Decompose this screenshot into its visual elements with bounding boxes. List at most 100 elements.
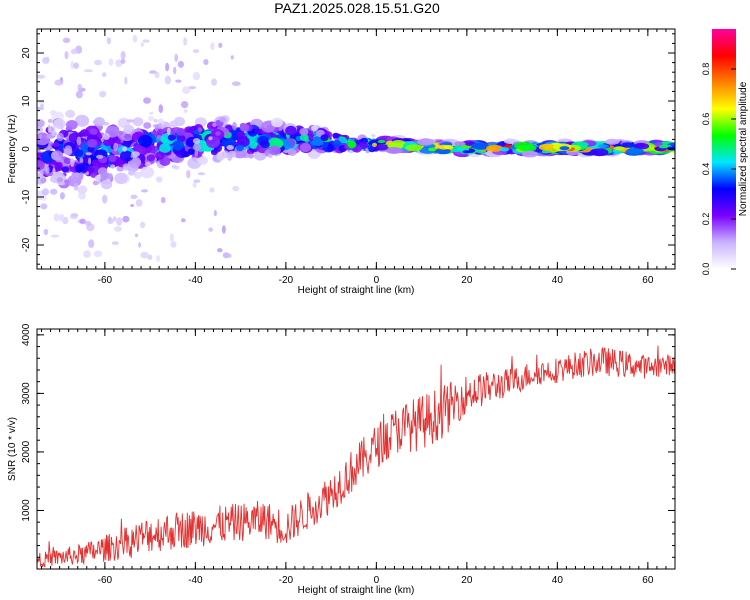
spectrogram-cell [192,138,201,144]
spectrogram-cell [74,164,85,173]
spectrogram-cell [108,58,114,66]
spectrogram-cell [417,138,435,146]
spectrogram-cell [172,140,184,151]
spectrogram-cell [40,203,48,210]
spectrogram-cell [144,161,151,167]
spectrogram-cell [192,143,202,152]
spectrogram-cell [124,76,128,85]
spectrogram-cell [222,225,226,234]
spectrogram-x-axis-label: Height of straight line (km) [298,285,415,296]
spectrogram-cell [63,157,72,164]
spectrogram-cell [37,160,45,171]
spectrogram-cell [254,128,262,134]
spectrogram-cell [50,110,56,115]
spectrogram-cell [130,154,138,158]
spectrogram-cell [39,170,44,177]
spectrogram-cell [174,53,178,63]
spectrogram-cell [194,149,199,157]
spectrogram-cell [122,163,131,170]
spectrogram-cell [666,146,675,151]
spectrogram-cell [499,147,510,152]
spectrogram-cell [435,147,451,155]
spectrogram-cell [405,144,423,152]
spectrogram-cell [208,136,213,141]
spectrogram-cell [192,182,197,189]
spectrogram-cell [156,255,160,262]
spectrogram-cell [113,142,119,152]
spectrogram-cell [56,132,64,142]
spectrogram-cell [197,172,206,176]
colorbar-tick-label: 0.8 [701,63,711,76]
spectrogram-cell [94,175,102,181]
spectrogram-cell [221,150,230,159]
spectrogram-cell [77,185,88,194]
spectrogram-cell [64,145,73,155]
snr-line [37,345,675,568]
spectrogram-cell [182,86,191,95]
spectrogram-cell [192,72,201,81]
spectrogram-cell [99,90,107,98]
spectrogram-cell [87,139,98,148]
spectrogram-cell [521,150,539,158]
spectrogram-cell [111,241,119,246]
spectrogram-cells [37,34,675,262]
spectrogram-cell [50,234,60,238]
spectrogram-cell [130,194,138,199]
spectrogram-cell [538,143,556,151]
spectrogram-cell [299,134,309,142]
spectrogram-cell [119,150,134,162]
spectrogram-cell [147,254,153,261]
spectrogram-cell [177,60,184,68]
spectrogram-cell [102,194,108,204]
spectrogram-cell [236,131,245,138]
snr-y-tick-label: 2000 [21,440,32,463]
spectrogram-cell [83,250,91,258]
spectrogram-cell [233,147,247,159]
spectrogram-cell [158,104,164,114]
spectrogram-cell [471,142,490,150]
spectrogram-cell [271,117,283,128]
spectrogram-cell [193,130,199,135]
spectrogram-cell [371,133,376,138]
spectrogram-cell [126,119,135,123]
spectrogram-cell [559,146,570,151]
spectrogram-cell [368,140,373,145]
spectrogram-cell [377,139,386,144]
spectrogram-cell [239,123,250,132]
spectrogram-cell [173,66,177,75]
snr-y-tick-label: 1000 [21,499,32,522]
spectrogram-cell [213,209,217,217]
spectrogram-cell [112,216,117,222]
spectrogram-cell [53,118,66,129]
spectrogram-cell [53,213,60,222]
spectrogram-cell [138,242,142,248]
spectrogram-ticks: -60 -40 -20 0 20 40 60 -20 -10 0 10 20 [21,29,676,286]
spectrogram-cell [77,83,83,91]
spectrogram-cell [249,141,258,149]
spectrogram-y-axis-label: Frequency (Hz) [7,115,18,184]
spectrogram-cell [60,122,64,131]
spectrogram-cell [110,164,116,169]
spectrogram-cell [135,199,143,207]
colorbar-ticks: 0.0 0.2 0.4 0.6 0.8 [701,63,736,275]
spectrogram-cell [247,153,254,159]
snr-frame [36,328,676,570]
spectrogram-cell [42,56,49,64]
spectrogram-cell [43,228,49,236]
spectrogram-cell [51,131,58,137]
spectrogram-cell [93,250,103,258]
snr-x-axis-label: Height of straight line (km) [298,585,415,596]
spectrogram-x-tick-label: 60 [642,275,654,286]
spectrogram-cell [138,134,153,147]
spectrogram-cell [218,42,223,48]
spectrogram-cell [122,146,127,152]
spectrogram-cell [114,172,128,184]
spectrogram-cell [614,146,625,151]
spectrogram-cell [123,124,135,134]
spectrogram-cell [332,132,340,139]
spectrogram-cell [75,90,83,99]
spectrogram-cell [69,215,78,220]
spectrogram-cell [156,135,162,140]
snr-panel: -60 -40 -20 0 20 40 60 1000 2000 3000 4000 Height … [7,323,676,596]
spectrogram-cell [232,185,240,192]
